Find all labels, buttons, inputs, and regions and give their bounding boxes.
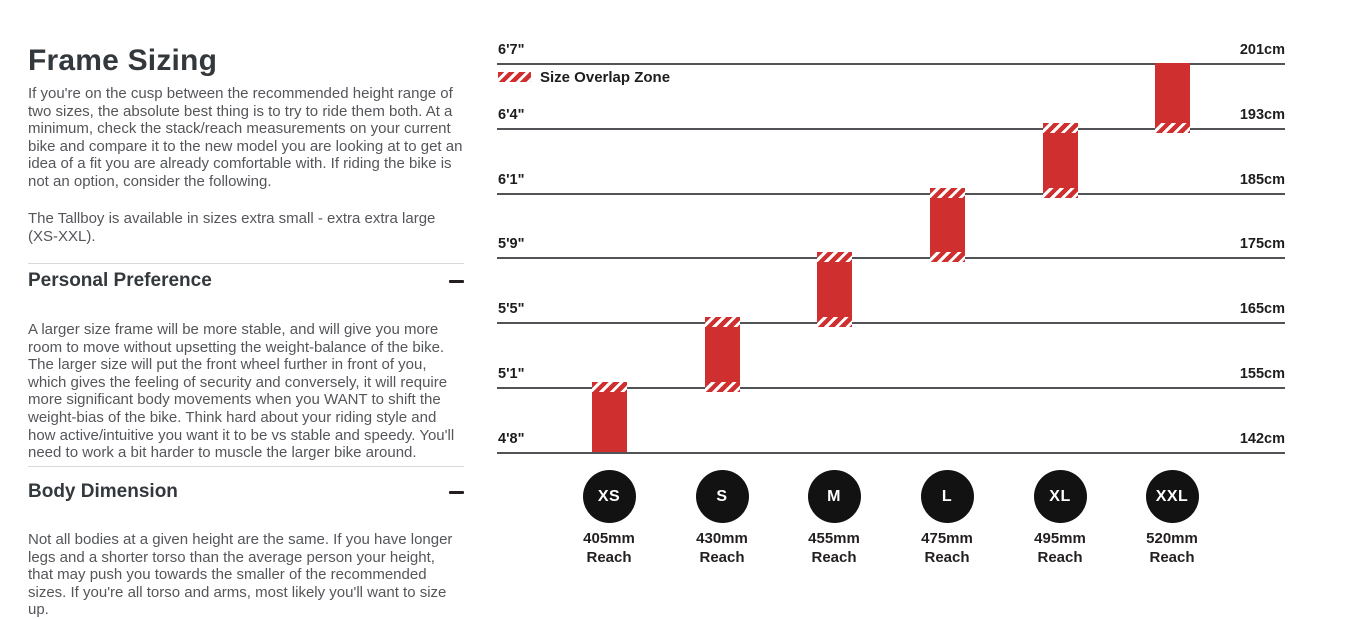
size-label: XS xyxy=(597,487,621,505)
section-divider xyxy=(28,466,464,467)
height-label-metric: 201cm xyxy=(1239,42,1285,58)
size-circle[interactable]: L xyxy=(920,470,974,523)
personal-preference-body: A larger size frame will be more stable,… xyxy=(28,321,455,462)
frame-size-chart: Size Overlap Zone 6'7" 201cm 6'4" 193cm 6'1"… xyxy=(497,42,1285,567)
size-label: L xyxy=(941,487,953,505)
section-divider xyxy=(28,263,464,264)
reach-value: 475mm xyxy=(921,530,973,547)
size-overlap-zone xyxy=(1154,123,1190,133)
intro-paragraph-2: The Tallboy is available in sizes extra … xyxy=(28,210,436,245)
reach-value: 405mm xyxy=(583,530,635,547)
overlap-zone-swatch-icon xyxy=(498,72,531,82)
height-label-metric: 155cm xyxy=(1239,366,1285,382)
size-circle[interactable]: XXL xyxy=(1145,470,1199,523)
size-overlap-zone xyxy=(816,252,852,262)
accordion-header-body-dimension[interactable]: Body Dimension xyxy=(28,480,464,504)
reach-caption: Reach xyxy=(586,549,632,566)
reach-caption: Reach xyxy=(1149,549,1195,566)
height-label-imperial: 5'1" xyxy=(498,366,525,382)
height-gridline xyxy=(497,128,1285,130)
size-overlap-zone xyxy=(1042,123,1078,133)
size-range-bar xyxy=(929,198,965,252)
sizing-info-panel: Frame Sizing If you're on the cusp betwe… xyxy=(28,0,464,618)
legend-label: Size Overlap Zone xyxy=(540,68,671,86)
height-gridline xyxy=(497,193,1285,195)
body-dimension-body: Not all bodies at a given height are the… xyxy=(28,531,453,619)
size-range-bar xyxy=(1154,63,1190,123)
reach-label: 520mm Reach xyxy=(1117,529,1227,567)
reach-label: 405mm Reach xyxy=(554,529,664,567)
size-label: XL xyxy=(1049,487,1071,505)
size-circle[interactable]: XL xyxy=(1033,470,1087,523)
size-range-bar xyxy=(1042,133,1078,188)
height-gridline xyxy=(497,322,1285,324)
size-overlap-zone xyxy=(816,317,852,327)
reach-caption: Reach xyxy=(924,549,970,566)
size-overlap-zone xyxy=(1042,188,1078,198)
chart-legend: Size Overlap Zone xyxy=(498,68,670,86)
section-heading: Personal Preference xyxy=(28,270,212,291)
size-label: M xyxy=(827,487,841,505)
reach-label: 475mm Reach xyxy=(892,529,1002,567)
height-label-metric: 142cm xyxy=(1239,431,1285,447)
height-label-metric: 193cm xyxy=(1239,107,1285,123)
height-gridline xyxy=(497,452,1285,454)
height-label-metric: 175cm xyxy=(1239,236,1285,252)
size-circle[interactable]: M xyxy=(807,470,861,523)
height-label-metric: 165cm xyxy=(1239,301,1285,317)
height-label-imperial: 6'1" xyxy=(498,172,525,188)
accordion-header-personal-preference[interactable]: Personal Preference xyxy=(28,269,464,293)
size-overlap-zone xyxy=(704,382,740,392)
reach-caption: Reach xyxy=(811,549,857,566)
reach-value: 430mm xyxy=(696,530,748,547)
size-range-bar xyxy=(816,262,852,317)
size-range-bar xyxy=(704,327,740,382)
height-label-imperial: 6'4" xyxy=(498,107,525,123)
minus-icon[interactable] xyxy=(449,279,464,283)
size-circle[interactable]: XS xyxy=(582,470,636,523)
height-gridline xyxy=(497,63,1285,65)
height-label-metric: 185cm xyxy=(1239,172,1285,188)
reach-value: 455mm xyxy=(808,530,860,547)
size-label: S xyxy=(716,487,728,505)
page-title: Frame Sizing xyxy=(28,44,218,78)
height-label-imperial: 5'9" xyxy=(498,236,525,252)
size-circle[interactable]: S xyxy=(695,470,749,523)
height-gridline xyxy=(497,257,1285,259)
section-heading: Body Dimension xyxy=(28,481,178,502)
size-overlap-zone xyxy=(929,252,965,262)
reach-caption: Reach xyxy=(699,549,745,566)
size-label: XXL xyxy=(1155,487,1189,505)
reach-label: 495mm Reach xyxy=(1005,529,1115,567)
size-overlap-zone xyxy=(591,382,627,392)
size-overlap-zone xyxy=(704,317,740,327)
size-overlap-zone xyxy=(929,188,965,198)
height-label-imperial: 5'5" xyxy=(498,301,525,317)
reach-value: 520mm xyxy=(1146,530,1198,547)
minus-icon[interactable] xyxy=(449,490,464,494)
reach-label: 430mm Reach xyxy=(667,529,777,567)
height-gridline xyxy=(497,387,1285,389)
reach-caption: Reach xyxy=(1037,549,1083,566)
reach-label: 455mm Reach xyxy=(779,529,889,567)
height-label-imperial: 4'8" xyxy=(498,431,525,447)
size-range-bar xyxy=(591,392,627,452)
height-label-imperial: 6'7" xyxy=(498,42,525,58)
intro-paragraph-1: If you're on the cusp between the recomm… xyxy=(28,85,463,190)
reach-value: 495mm xyxy=(1034,530,1086,547)
